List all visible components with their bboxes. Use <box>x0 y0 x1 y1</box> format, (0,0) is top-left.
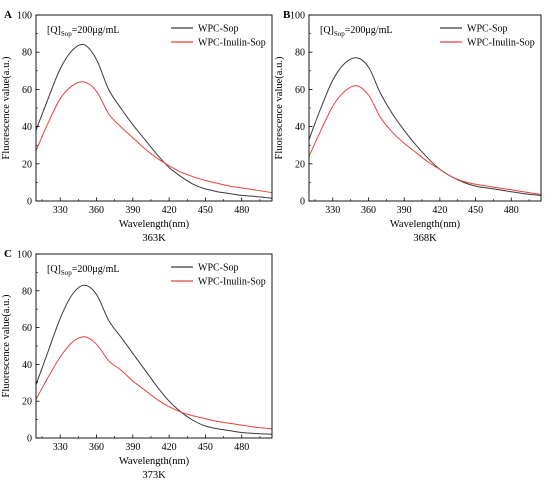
series-line-wpc-sop <box>35 43 273 199</box>
annotation-main: [Q] <box>47 25 61 36</box>
y-tick-label: 0 <box>27 197 32 208</box>
x-tick-label: 420 <box>162 205 177 216</box>
y-tick-label: 60 <box>22 85 32 96</box>
y-axis-title: Fluorescence value(a.u.) <box>274 56 285 159</box>
x-tick-label: 360 <box>361 205 376 216</box>
y-tick-label: 40 <box>22 360 32 371</box>
annotation-main: [Q] <box>47 264 61 275</box>
y-tick-label: 40 <box>295 122 305 133</box>
legend-label: WPC-Inulin-Sop <box>467 38 535 49</box>
annotation-subscript: Sop <box>334 30 345 38</box>
y-tick-label: 100 <box>17 250 32 261</box>
chart-panel-c: C 0 20 40 60 80 100 330 360 390 420 450 480 Wavelengt… <box>1 248 273 481</box>
x-axis-title: Wavelength(nm) <box>119 456 190 467</box>
y-tick-label: 20 <box>295 159 305 170</box>
legend-label: WPC-Inulin-Sop <box>198 277 266 288</box>
annotation-main: [Q] <box>320 25 334 36</box>
x-tick-label: 480 <box>504 205 519 216</box>
legend-label: WPC-Sop <box>467 24 508 35</box>
x-tick-label: 450 <box>468 205 483 216</box>
y-tick-label: 100 <box>17 11 32 22</box>
legend-label: WPC-Inulin-Sop <box>198 38 266 49</box>
y-tick-label: 20 <box>22 397 32 408</box>
chart-panel-b: B 0 20 40 60 80 100 330 360 390 420 450 480 Wavelengt… <box>274 9 542 244</box>
y-tick-label: 20 <box>22 159 32 170</box>
y-tick-label: 80 <box>22 286 32 297</box>
x-tick-label: 360 <box>89 442 104 453</box>
y-tick-label: 100 <box>290 11 305 22</box>
x-tick-label: 330 <box>53 205 68 216</box>
x-tick-label: 330 <box>53 442 68 453</box>
x-tick-label: 450 <box>198 442 213 453</box>
x-tick-label: 390 <box>125 442 140 453</box>
x-tick-label: 330 <box>325 205 340 216</box>
x-axis-title: Wavelength(nm) <box>119 219 190 230</box>
y-tick-label: 60 <box>22 323 32 334</box>
panel-caption: 368K <box>413 233 437 244</box>
x-tick-label: 480 <box>234 205 249 216</box>
panel-caption: 373K <box>142 470 166 481</box>
series-line-wpc-sop <box>308 57 542 196</box>
y-tick-label: 40 <box>22 122 32 133</box>
x-tick-label: 480 <box>234 442 249 453</box>
series-line-wpc-inulin-sop <box>308 85 542 195</box>
y-tick-label: 80 <box>295 48 305 59</box>
x-axis-title: Wavelength(nm) <box>390 219 461 230</box>
y-tick-label: 0 <box>27 434 32 445</box>
concentration-annotation: [Q]Sop=200μg/mL <box>47 25 119 38</box>
legend-label: WPC-Sop <box>198 263 239 274</box>
annotation-subscript: Sop <box>61 269 72 277</box>
annotation-value: =200μg/mL <box>72 264 120 275</box>
y-tick-label: 60 <box>295 85 305 96</box>
x-tick-label: 390 <box>397 205 412 216</box>
y-axis-title: Fluorescence value(a.u.) <box>1 294 12 397</box>
panel-label: B <box>283 9 291 21</box>
concentration-annotation: [Q]Sop=200μg/mL <box>47 264 119 277</box>
x-tick-label: 420 <box>432 205 447 216</box>
panel-label: C <box>4 248 12 260</box>
y-axis-title: Fluorescence value(a.u.) <box>1 56 12 159</box>
x-tick-label: 450 <box>198 205 213 216</box>
annotation-value: =200μg/mL <box>72 25 120 36</box>
annotation-subscript: Sop <box>61 30 72 38</box>
panel-label: A <box>4 9 12 21</box>
series-line-wpc-inulin-sop <box>35 81 273 194</box>
chart-panel-a: A 0 20 40 60 80 100 330 360 390 420 450 480 Wavelengt… <box>1 9 273 244</box>
y-tick-label: 0 <box>300 197 305 208</box>
x-tick-label: 420 <box>162 442 177 453</box>
concentration-annotation: [Q]Sop=200μg/mL <box>320 25 392 38</box>
x-tick-label: 360 <box>89 205 104 216</box>
series-line-wpc-inulin-sop <box>35 336 273 430</box>
annotation-value: =200μg/mL <box>345 25 393 36</box>
x-tick-label: 390 <box>125 205 140 216</box>
series-line-wpc-sop <box>35 284 273 435</box>
legend-label: WPC-Sop <box>198 24 239 35</box>
panel-caption: 363K <box>142 233 166 244</box>
y-tick-label: 80 <box>22 48 32 59</box>
